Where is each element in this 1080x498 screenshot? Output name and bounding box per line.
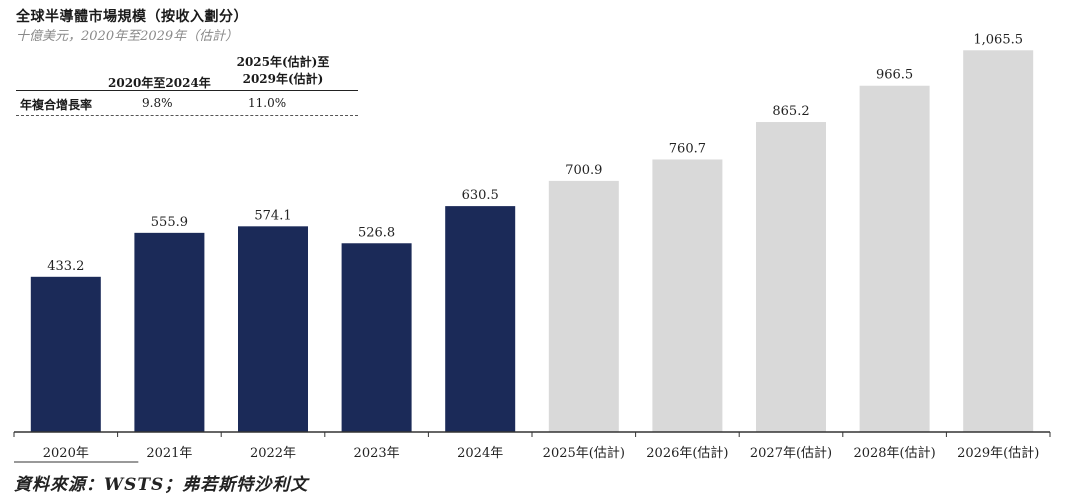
x-tick-label-2: 2022年 — [250, 446, 296, 461]
data-label-9: 1,065.5 — [973, 32, 1023, 47]
cagr-table-row: 年複合增長率 9.8% 11.0% — [16, 91, 358, 116]
data-label-2: 574.1 — [254, 208, 291, 223]
x-tick-label-5: 2025年(估計) — [543, 445, 625, 461]
chart-subtitle: 十億美元，2020年至2029年（估計） — [16, 29, 239, 44]
data-label-7: 865.2 — [772, 104, 809, 119]
x-tick-label-3: 2023年 — [354, 446, 400, 461]
cagr-col1-value: 9.8% — [142, 96, 173, 110]
bar-0 — [30, 276, 101, 432]
bar-chart: 433.2 2020年 555.9 2021年 574.1 2022年 526.8 2023年… — [13, 32, 1051, 463]
cagr-col2-header-line2: 2029年(估計) — [242, 72, 324, 86]
x-tick-label-1: 2021年 — [146, 446, 192, 461]
cagr-row-label: 年複合增長率 — [20, 98, 93, 112]
data-label-6: 760.7 — [669, 141, 706, 156]
data-label-0: 433.2 — [47, 259, 84, 274]
cagr-table: 2020年至2024年 2025年(估計)至 2029年(估計) 年複合增長率 … — [16, 52, 358, 116]
x-tick-label-6: 2026年(估計) — [646, 445, 728, 461]
cagr-table-header: 2020年至2024年 2025年(估計)至 2029年(估計) — [16, 52, 358, 91]
x-tick-label-7: 2027年(估計) — [750, 445, 832, 461]
data-label-3: 526.8 — [358, 225, 395, 240]
data-label-8: 966.5 — [876, 68, 913, 83]
cagr-col1-header: 2020年至2024年 — [108, 76, 211, 90]
bar-6 — [652, 159, 723, 433]
bar-3 — [341, 243, 412, 432]
bar-7 — [756, 122, 826, 433]
x-tick-label-9: 2029年(估計) — [957, 445, 1039, 461]
data-label-4: 630.5 — [462, 188, 499, 203]
chart-title: 全球半導體市場規模（按收入劃分） — [16, 9, 248, 25]
bar-8 — [859, 85, 930, 432]
bar-9 — [963, 50, 1034, 433]
x-tick-label-8: 2028年(估計) — [853, 445, 935, 461]
x-tick-label-4: 2024年 — [457, 446, 503, 461]
cagr-col2-value: 11.0% — [248, 96, 287, 110]
x-tick-label-0: 2020年 — [43, 446, 89, 461]
data-label-5: 700.9 — [565, 163, 602, 178]
bar-5 — [548, 180, 619, 432]
source-note: 資料來源：WSTS；弗若斯特沙利文 — [14, 475, 309, 495]
cagr-col2-header: 2025年(估計)至 2029年(估計) — [230, 54, 336, 88]
bar-1 — [134, 232, 205, 432]
cagr-col2-header-line1: 2025年(估計)至 — [236, 55, 330, 69]
bar-2 — [238, 226, 308, 432]
bar-4 — [445, 206, 516, 432]
data-label-1: 555.9 — [151, 215, 188, 230]
